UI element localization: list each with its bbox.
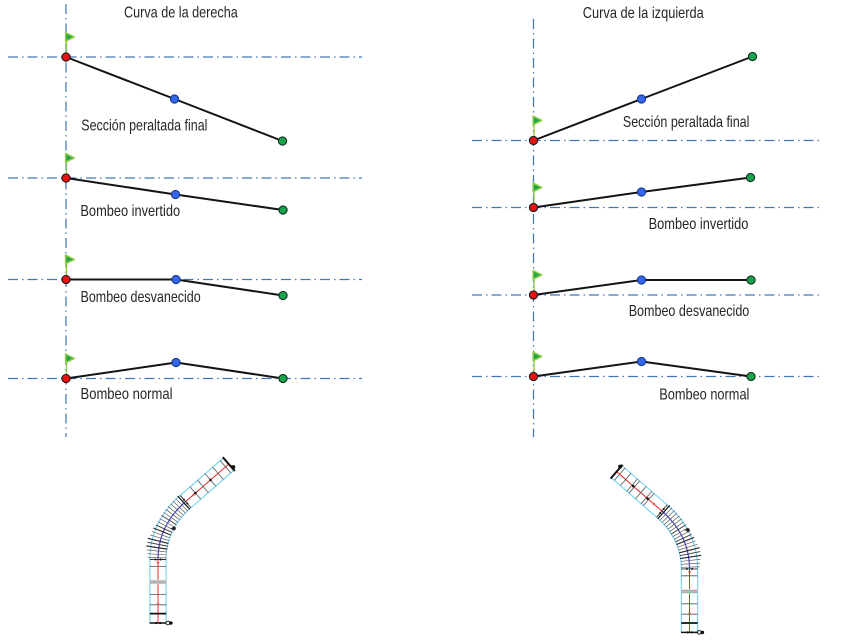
svg-text:Bombeo desvanecido: Bombeo desvanecido [81, 289, 201, 306]
svg-text:Bombeo invertido: Bombeo invertido [649, 216, 749, 233]
svg-text:Sección peraltada final: Sección peraltada final [623, 114, 750, 131]
svg-text:Bombeo desvanecido: Bombeo desvanecido [629, 303, 750, 320]
svg-text:Bombeo normal: Bombeo normal [81, 386, 173, 403]
svg-text:Curva de la derecha: Curva de la derecha [124, 5, 238, 22]
svg-text:Sección peraltada final: Sección peraltada final [81, 118, 207, 135]
svg-text:Bombeo normal: Bombeo normal [659, 386, 749, 403]
svg-text:Bombeo invertido: Bombeo invertido [80, 203, 180, 220]
svg-text:Curva de la izquierda: Curva de la izquierda [583, 5, 704, 22]
